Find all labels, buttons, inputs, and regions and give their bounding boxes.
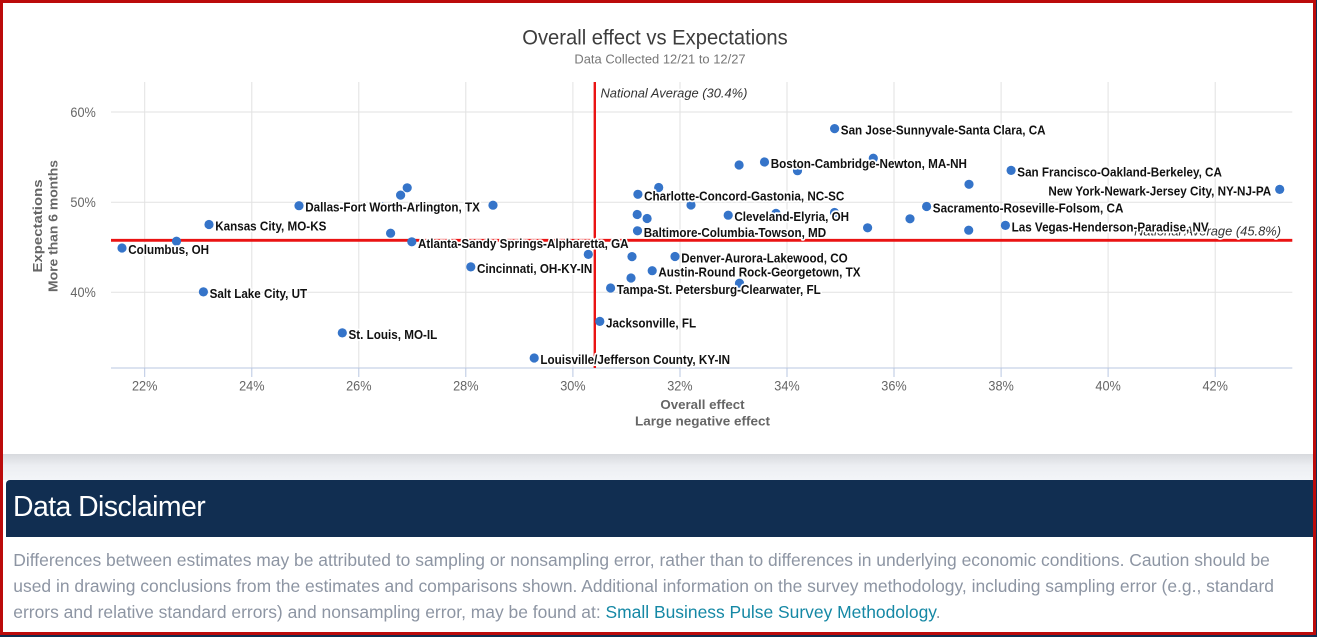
svg-text:Atlanta-Sandy Springs-Alpharet: Atlanta-Sandy Springs-Alpharetta, GA [418, 236, 629, 251]
svg-text:San Francisco-Oakland-Berkeley: San Francisco-Oakland-Berkeley, CA [1017, 164, 1222, 179]
svg-text:Charlotte-Concord-Gastonia, NC: Charlotte-Concord-Gastonia, NC-SC [644, 188, 845, 203]
svg-text:24%: 24% [239, 379, 264, 394]
svg-text:28%: 28% [453, 379, 478, 394]
svg-text:National Average (45.8%): National Average (45.8%) [1134, 224, 1281, 239]
svg-text:Expectations: Expectations [30, 180, 45, 273]
svg-text:St. Louis, MO-IL: St. Louis, MO-IL [349, 327, 438, 342]
svg-text:50%: 50% [70, 195, 95, 210]
svg-text:36%: 36% [881, 379, 906, 394]
svg-text:Kansas City, MO-KS: Kansas City, MO-KS [215, 219, 326, 234]
svg-text:40%: 40% [70, 285, 95, 300]
svg-text:22%: 22% [132, 379, 157, 394]
svg-text:40%: 40% [1095, 379, 1120, 394]
svg-text:Overall effect vs Expectations: Overall effect vs Expectations [522, 26, 788, 50]
svg-text:Jacksonville, FL: Jacksonville, FL [606, 315, 696, 330]
svg-text:Dallas-Fort Worth-Arlington, T: Dallas-Fort Worth-Arlington, TX [305, 200, 480, 215]
svg-text:Sacramento-Roseville-Folsom, C: Sacramento-Roseville-Folsom, CA [933, 201, 1124, 216]
svg-text:Data Collected 12/21 to 12/27: Data Collected 12/21 to 12/27 [574, 52, 745, 67]
svg-text:42%: 42% [1203, 379, 1228, 394]
svg-text:Boston-Cambridge-Newton, MA-NH: Boston-Cambridge-Newton, MA-NH [771, 156, 967, 171]
svg-text:32%: 32% [667, 379, 692, 394]
svg-text:38%: 38% [988, 379, 1013, 394]
svg-text:26%: 26% [346, 379, 371, 394]
svg-text:34%: 34% [774, 379, 799, 394]
svg-text:San Jose-Sunnyvale-Santa Clara: San Jose-Sunnyvale-Santa Clara, CA [841, 123, 1046, 138]
svg-text:Baltimore-Columbia-Towson, MD: Baltimore-Columbia-Towson, MD [644, 225, 827, 240]
svg-text:Cincinnati, OH-KY-IN: Cincinnati, OH-KY-IN [477, 261, 592, 276]
svg-text:30%: 30% [560, 379, 585, 394]
svg-text:Denver-Aurora-Lakewood, CO: Denver-Aurora-Lakewood, CO [681, 251, 848, 266]
svg-text:Tampa-St. Petersburg-Clearwate: Tampa-St. Petersburg-Clearwater, FL [617, 282, 821, 297]
svg-text:More than 6 months: More than 6 months [45, 160, 60, 292]
svg-text:Overall effect: Overall effect [660, 397, 745, 412]
svg-text:National Average (30.4%): National Average (30.4%) [601, 86, 748, 101]
svg-text:Cleveland-Elyria, OH: Cleveland-Elyria, OH [734, 209, 849, 224]
svg-text:Louisville/Jefferson County, K: Louisville/Jefferson County, KY-IN [540, 352, 730, 367]
svg-text:Columbus, OH: Columbus, OH [128, 242, 209, 257]
svg-text:Salt Lake City, UT: Salt Lake City, UT [210, 286, 308, 301]
svg-text:Large negative effect: Large negative effect [635, 414, 771, 429]
svg-text:Austin-Round Rock-Georgetown,: Austin-Round Rock-Georgetown, TX [658, 265, 860, 280]
svg-text:New York-Newark-Jersey City, N: New York-Newark-Jersey City, NY-NJ-PA [1048, 183, 1271, 198]
svg-text:60%: 60% [70, 105, 95, 120]
svg-text:Las Vegas-Henderson-Paradise,: Las Vegas-Henderson-Paradise, NV [1012, 219, 1209, 234]
